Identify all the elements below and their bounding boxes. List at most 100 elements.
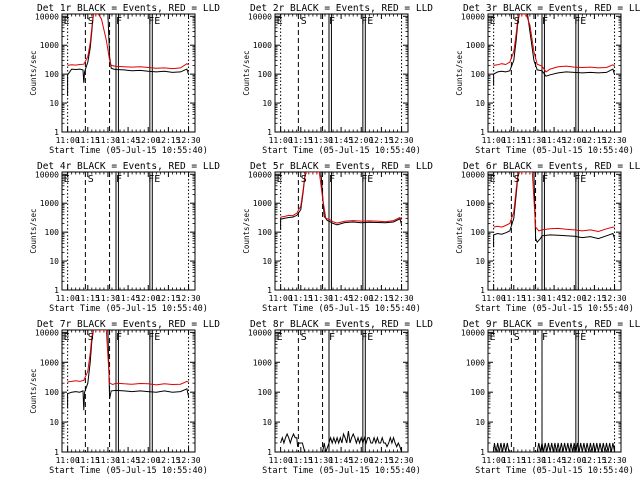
y-tick-label: 100 <box>45 388 60 397</box>
x-tick-label: 12:15 <box>369 136 393 145</box>
y-tick-label: 1000 <box>40 41 59 50</box>
x-tick-label: 12:00 <box>136 136 160 145</box>
y-tick-label: 10 <box>49 418 59 427</box>
y-axis-label: Counts/sec <box>455 208 464 253</box>
x-tick-label: 11:00 <box>269 136 293 145</box>
x-tick-label: 11:15 <box>76 294 100 303</box>
marker-label: E <box>64 332 70 343</box>
marker-label: FE <box>148 16 160 27</box>
x-tick-label: 11:30 <box>96 456 120 465</box>
y-tick-label: 10 <box>49 257 59 266</box>
marker-label: F <box>542 332 548 343</box>
x-tick-label: 11:45 <box>542 294 566 303</box>
x-tick-label: 12:00 <box>349 136 373 145</box>
x-tick-label: 11:00 <box>482 456 506 465</box>
x-tick-label: 12:00 <box>349 456 373 465</box>
y-tick-label: 10000 <box>35 12 59 21</box>
series-group <box>67 14 190 96</box>
x-tick-label: 12:00 <box>136 456 160 465</box>
marker-label: FE <box>361 174 373 185</box>
y-tick-label: 1 <box>267 448 272 457</box>
x-tick-label: 12:30 <box>603 136 627 145</box>
x-tick-label: 11:15 <box>289 294 313 303</box>
y-tick-label: 10000 <box>35 170 59 179</box>
y-tick-label: 10 <box>262 257 272 266</box>
x-tick-label: 11:45 <box>542 136 566 145</box>
marker-label: E <box>64 174 70 185</box>
x-tick-label: 11:00 <box>56 136 80 145</box>
x-tick-label: 11:15 <box>502 136 526 145</box>
events-series-line <box>280 172 403 230</box>
x-tick-label: 12:00 <box>562 136 586 145</box>
plot-frame <box>274 329 409 453</box>
marker-label: S <box>514 332 520 343</box>
x-tick-label: 12:30 <box>390 456 414 465</box>
x-axis-label: Start Time (05-Jul-15 10:55:40) <box>475 466 634 476</box>
y-tick-label: 100 <box>45 228 60 237</box>
y-axis-label: Counts/sec <box>242 50 251 95</box>
marker-label: E <box>277 332 283 343</box>
events-series-line <box>280 431 403 452</box>
marker-label: F <box>116 332 122 343</box>
y-tick-label: 1000 <box>253 199 272 208</box>
x-tick-label: 11:30 <box>522 294 546 303</box>
lld-series-line <box>280 172 402 224</box>
x-tick-label: 12:15 <box>156 456 180 465</box>
x-tick-label: 12:15 <box>582 136 606 145</box>
x-axis-label: Start Time (05-Jul-15 10:55:40) <box>49 146 208 156</box>
x-tick-label: 11:00 <box>56 294 80 303</box>
x-tick-label: 11:45 <box>116 456 140 465</box>
marker-label: F <box>116 174 122 185</box>
y-tick-label: 1000 <box>253 41 272 50</box>
marker-label: F <box>329 16 335 27</box>
chart-panel-8: Det 8r BLACK = Events, RED = LLD 1 10 100 10… <box>248 319 433 476</box>
series-group <box>280 172 403 230</box>
x-tick-label: 11:30 <box>309 136 333 145</box>
x-tick-label: 11:30 <box>309 294 333 303</box>
marker-label: F <box>116 16 122 27</box>
x-tick-label: 12:30 <box>177 294 201 303</box>
x-tick-label: 11:45 <box>542 456 566 465</box>
x-tick-label: 11:00 <box>482 136 506 145</box>
series-group <box>67 330 190 411</box>
x-axis-label: Start Time (05-Jul-15 10:55:40) <box>475 146 634 156</box>
marker-label: FE <box>361 332 373 343</box>
marker-label: FE <box>574 174 586 185</box>
x-axis-label: Start Time (05-Jul-15 10:55:40) <box>262 146 421 156</box>
chart-title: Det 3r BLACK = Events, RED = LLD <box>463 3 640 14</box>
x-axis-label: Start Time (05-Jul-15 10:55:40) <box>49 304 208 314</box>
y-tick-label: 100 <box>471 70 486 79</box>
series-group <box>280 431 403 452</box>
y-tick-label: 10 <box>475 99 485 108</box>
marker-label: FE <box>361 16 373 27</box>
x-tick-label: 12:00 <box>349 294 373 303</box>
x-tick-label: 12:00 <box>136 294 160 303</box>
x-tick-label: 12:15 <box>156 136 180 145</box>
x-tick-label: 12:00 <box>562 456 586 465</box>
chart-title: Det 5r BLACK = Events, RED = LLD <box>250 161 433 172</box>
x-tick-label: 11:45 <box>116 294 140 303</box>
y-tick-label: 1 <box>267 128 272 137</box>
events-series-line <box>67 14 190 96</box>
events-series-line <box>493 172 616 248</box>
chart-panel-6: Det 6r BLACK = Events, RED = LLD 1 10 100 10… <box>455 161 640 314</box>
y-tick-label: 1 <box>54 448 59 457</box>
x-tick-label: 11:00 <box>56 456 80 465</box>
y-tick-label: 1 <box>54 286 59 295</box>
marker-label: E <box>277 16 283 27</box>
x-tick-label: 12:30 <box>390 294 414 303</box>
y-tick-label: 100 <box>258 70 273 79</box>
marker-label: S <box>88 174 94 185</box>
marker-label: S <box>88 332 94 343</box>
marker-label: FE <box>574 16 586 27</box>
plot-frame <box>61 13 196 133</box>
chart-title: Det 8r BLACK = Events, RED = LLD <box>250 319 433 330</box>
marker-label: E <box>64 16 70 27</box>
marker-label: E <box>490 332 496 343</box>
marker-label: F <box>542 16 548 27</box>
series-group <box>493 172 616 248</box>
y-tick-label: 1 <box>480 128 485 137</box>
chart-panel-3: Det 3r BLACK = Events, RED = LLD 1 10 100 10… <box>455 3 640 156</box>
chart-title: Det 7r BLACK = Events, RED = LLD <box>37 319 220 330</box>
x-tick-label: 12:30 <box>177 456 201 465</box>
